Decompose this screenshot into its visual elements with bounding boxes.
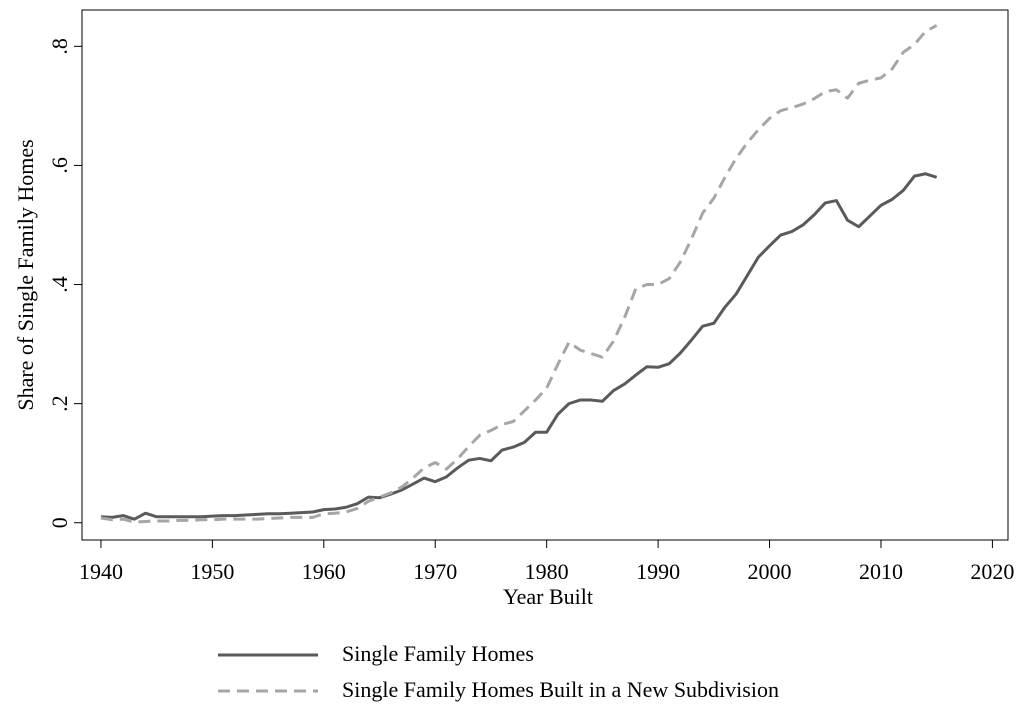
x-tick-label: 2010 [859, 559, 903, 584]
y-tick-label: .8 [47, 38, 72, 55]
x-tick-label: 1950 [190, 559, 234, 584]
x-tick-label: 2020 [970, 559, 1014, 584]
legend-label: Single Family Homes [342, 641, 534, 666]
y-axis-label: Share of Single Family Homes [13, 139, 38, 410]
x-tick-label: 1970 [413, 559, 457, 584]
data-line [100, 172, 938, 521]
plot-frame [81, 9, 1009, 541]
x-tick-label: 1990 [636, 559, 680, 584]
y-tick-label: 0 [47, 517, 72, 528]
x-tick-label: 1940 [79, 559, 123, 584]
x-tick-label: 1960 [302, 559, 346, 584]
y-tick-label: .2 [47, 395, 72, 412]
x-tick-label: 2000 [748, 559, 792, 584]
x-tick-label: 1980 [525, 559, 569, 584]
y-tick-label: .6 [47, 157, 72, 174]
x-axis-label: Year Built [503, 584, 593, 609]
legend-label: Single Family Homes Built in a New Subdi… [342, 677, 779, 702]
y-tick-label: .4 [47, 276, 72, 293]
data-line [100, 24, 938, 524]
